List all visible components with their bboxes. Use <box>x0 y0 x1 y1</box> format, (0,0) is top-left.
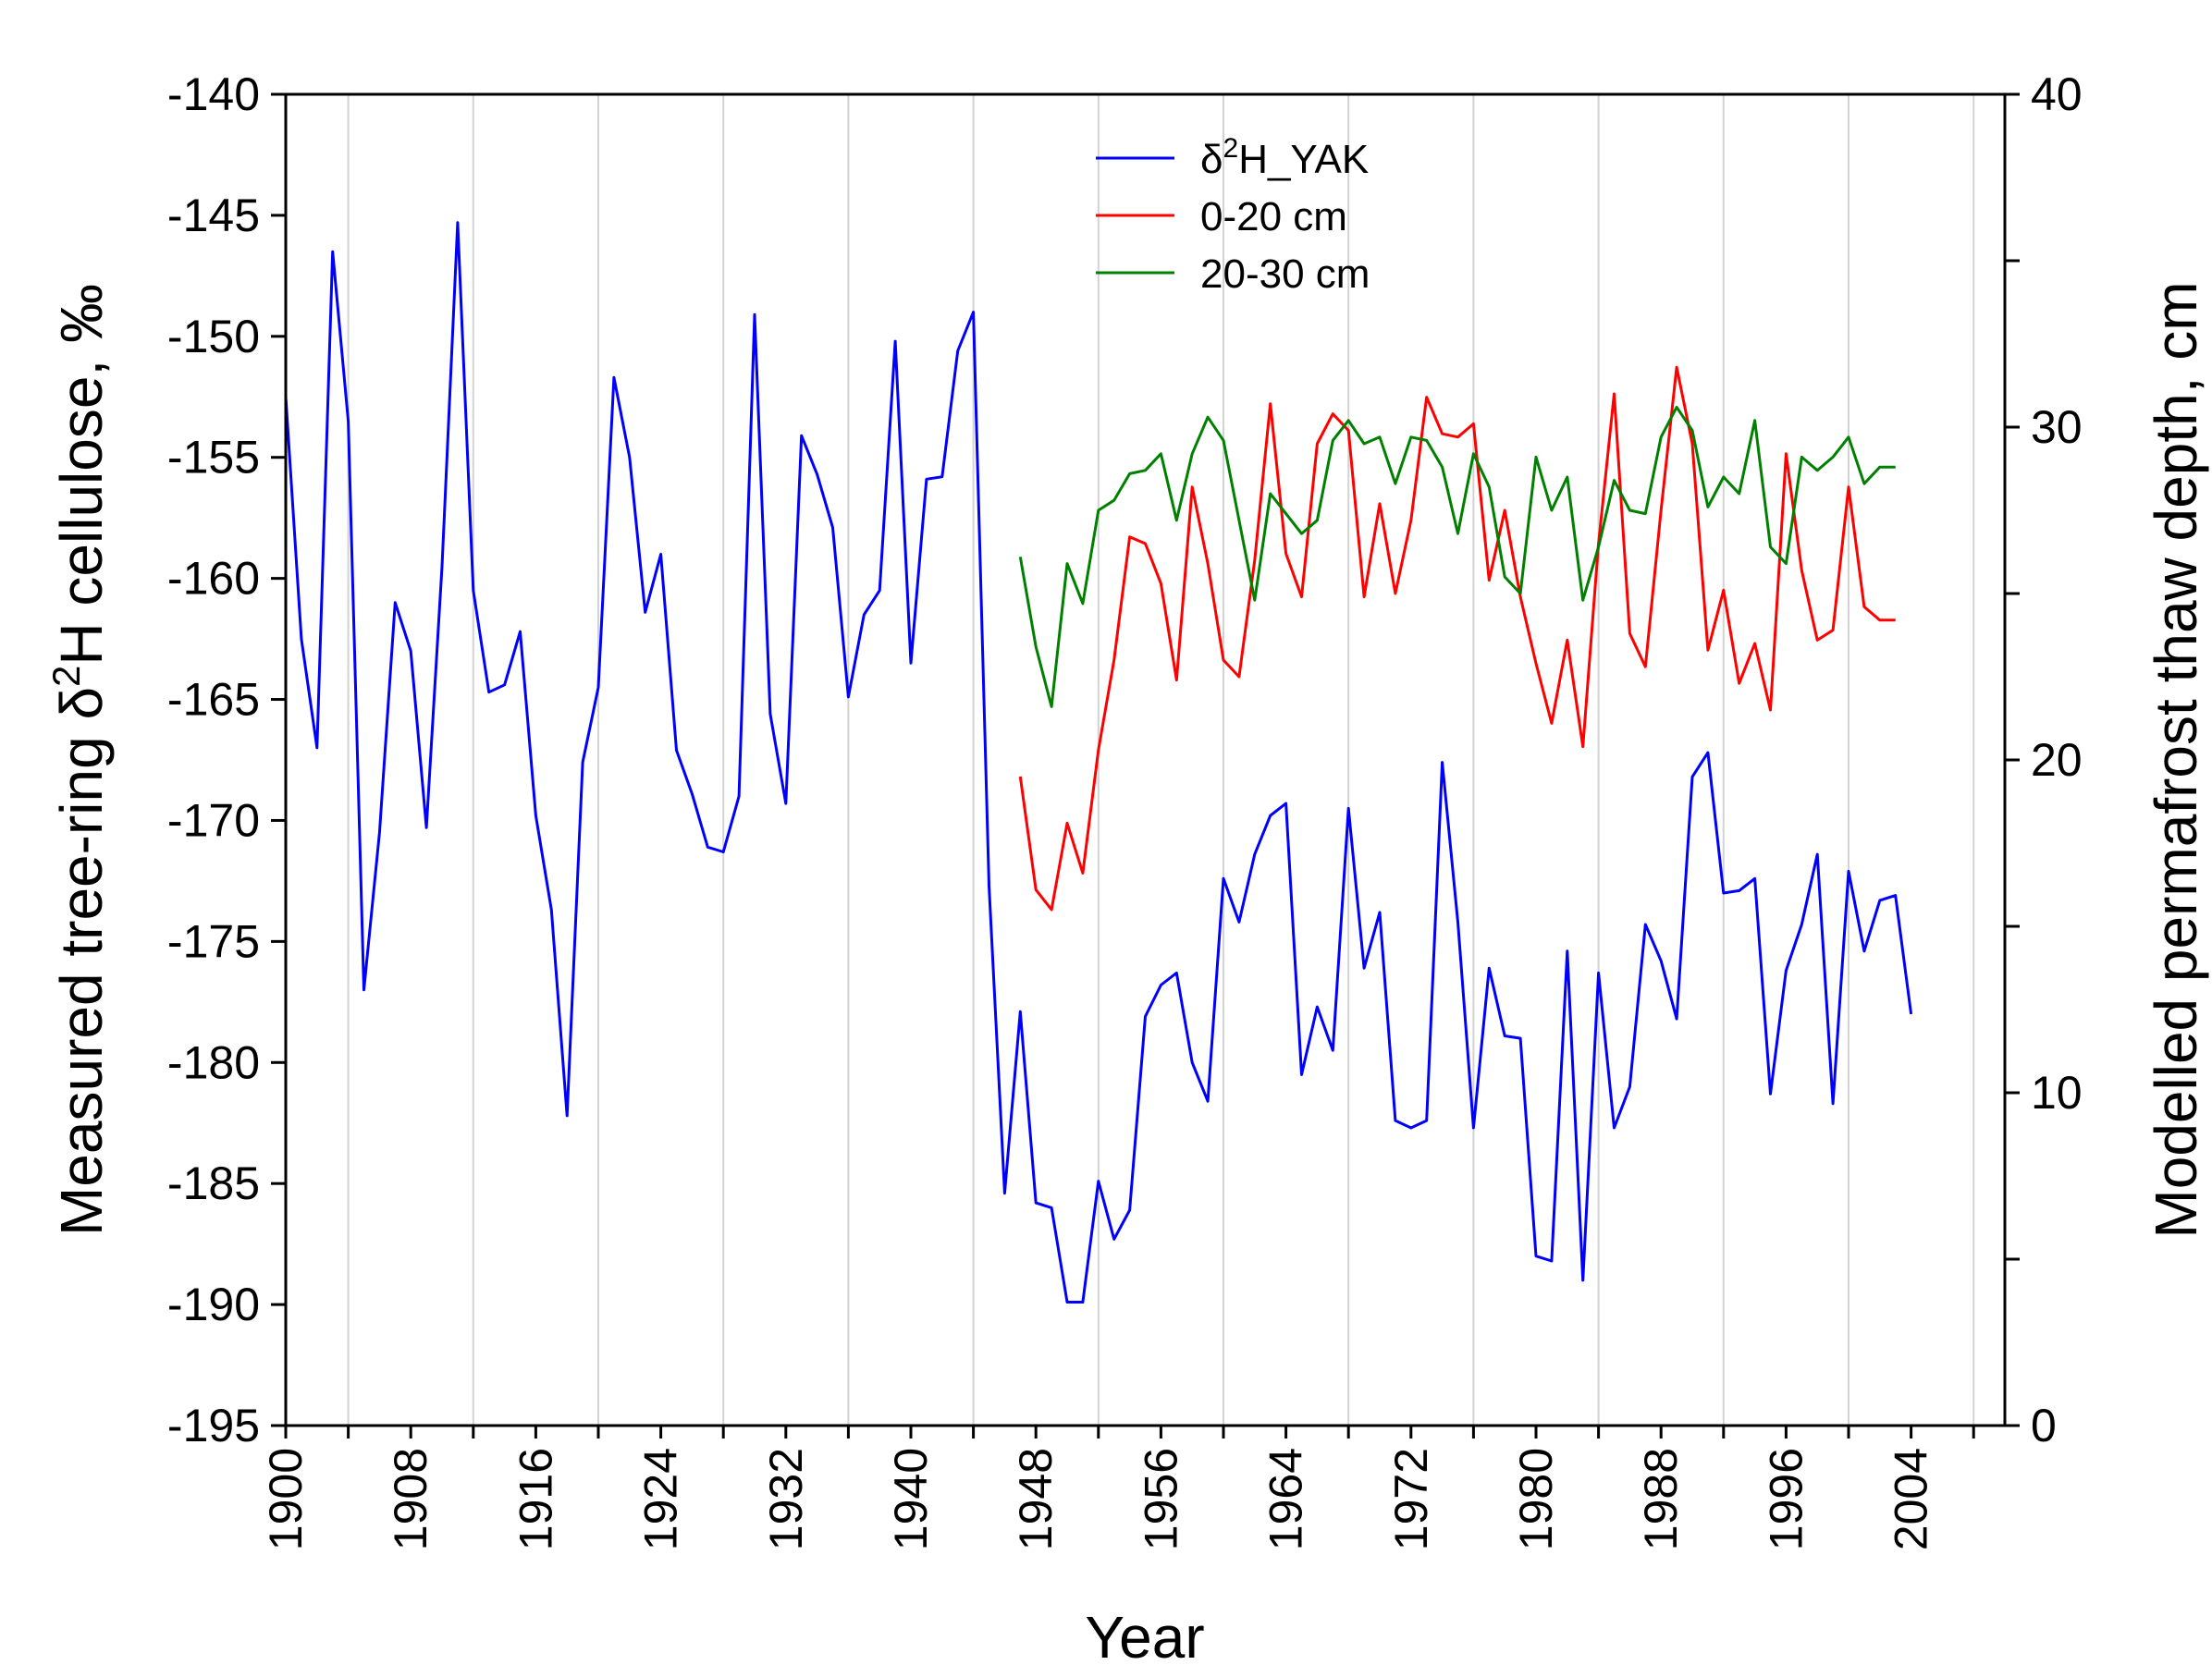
legend-label-0-20-cm: 0-20 cm <box>1200 194 1347 239</box>
x-tick-label: 1980 <box>1510 1448 1562 1550</box>
series-line-20-30-cm <box>1018 405 1896 708</box>
x-tick-label: 1932 <box>760 1448 812 1550</box>
x-tick-label: 1948 <box>1010 1448 1062 1550</box>
y-axis-left-title: Measured tree-ring δ2H cellulose, ‰ <box>44 284 115 1236</box>
y-left-tick-label: -180 <box>167 1036 260 1088</box>
y-right-tick-label: 20 <box>2031 734 2083 786</box>
x-tick-label: 1996 <box>1760 1448 1812 1550</box>
y-right-tick-label: 40 <box>2031 68 2083 120</box>
x-tick-label: 1988 <box>1635 1448 1687 1550</box>
y-left-tick-label: -140 <box>167 68 260 120</box>
legend: δ2H_YAK 0-20 cm 20-30 cm <box>1096 133 1370 297</box>
y-left-tick-label: -185 <box>167 1157 260 1209</box>
x-tick-label: 1916 <box>510 1448 561 1550</box>
y-left-tick-label: -160 <box>167 553 260 605</box>
y-right-tick-label: 0 <box>2031 1400 2057 1451</box>
axis-ticks: 1900 1908 1916 1924 1932 1940 1948 1956 1964 1972… <box>167 68 2083 1550</box>
x-tick-label: 1972 <box>1385 1448 1437 1550</box>
legend-label-20-30-cm: 20-30 cm <box>1200 251 1370 297</box>
y-left-tick-label: -175 <box>167 915 260 967</box>
series-group <box>284 221 1913 1304</box>
y-left-tick-label: -195 <box>167 1400 260 1451</box>
x-tick-label: 1908 <box>385 1448 436 1550</box>
x-tick-label: 1900 <box>260 1448 312 1550</box>
y-right-tick-label: 10 <box>2031 1067 2083 1119</box>
y-axis-right-title: Modelled permafrost thaw depth, cm <box>2143 281 2209 1238</box>
x-tick-label: 2004 <box>1886 1448 1937 1550</box>
series-line-h-yak <box>284 221 1913 1304</box>
y-left-tick-label: -150 <box>167 311 260 362</box>
legend-label-d2h-yak: δ2H_YAK <box>1200 133 1369 182</box>
y-right-tick-label: 30 <box>2031 401 2083 453</box>
x-tick-label: 1940 <box>885 1448 937 1550</box>
x-tick-label: 1956 <box>1135 1448 1186 1550</box>
x-tick-label: 1964 <box>1260 1448 1312 1550</box>
x-axis-title: Year <box>1085 1604 1204 1665</box>
y-left-tick-label: -165 <box>167 674 260 726</box>
series-line-0-20-cm <box>1018 365 1896 912</box>
y-left-tick-label: -145 <box>167 190 260 241</box>
y-left-tick-label: -170 <box>167 794 260 846</box>
y-left-tick-label: -155 <box>167 432 260 484</box>
x-tick-label: 1924 <box>635 1448 687 1550</box>
y-left-tick-label: -190 <box>167 1279 260 1330</box>
